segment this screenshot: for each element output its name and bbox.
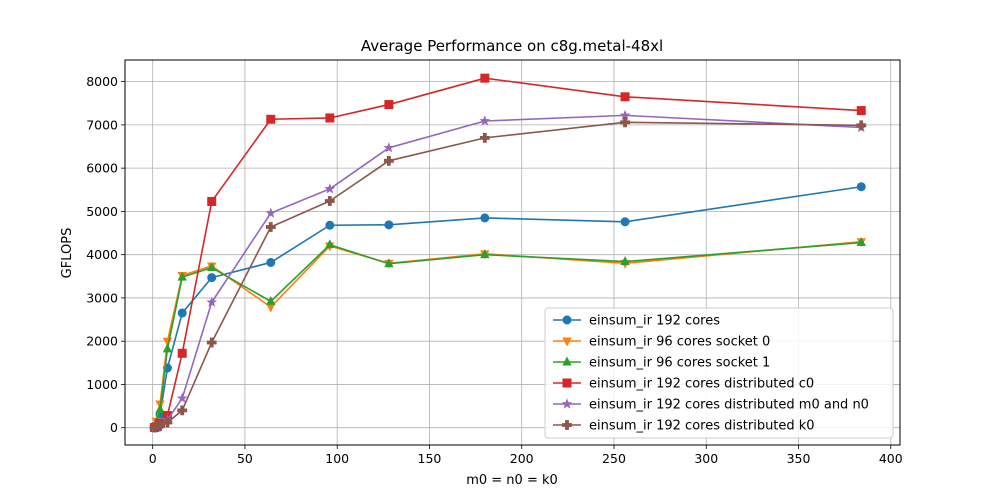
data-point-marker: [383, 142, 395, 153]
data-point-marker: [266, 114, 276, 124]
x-tick-label: 350: [787, 451, 811, 466]
plot-frame: [124, 59, 901, 446]
y-tick-label: 3000: [86, 290, 118, 305]
data-point-marker: [384, 258, 394, 268]
data-point-marker: [266, 257, 276, 267]
data-point-marker: [620, 217, 630, 227]
legend-item: einsum_ir 192 cores distributed m0 and n…: [553, 398, 869, 413]
y-tick-label: 7000: [86, 117, 118, 132]
data-point-marker: [324, 196, 335, 206]
data-point-marker: [856, 182, 866, 192]
data-point-marker: [479, 115, 491, 126]
x-tick-label: 150: [418, 451, 442, 466]
data-point-marker: [480, 213, 490, 223]
y-tick-label: 8000: [86, 74, 118, 89]
y-axis-label: GFLOPS: [60, 228, 75, 279]
data-point-marker: [480, 73, 490, 83]
data-point-marker: [324, 183, 336, 194]
data-point-marker: [479, 132, 490, 143]
y-tick-label: 4000: [86, 247, 118, 262]
data-point-marker: [620, 117, 630, 128]
data-point-marker: [177, 348, 187, 358]
data-point-marker: [561, 398, 573, 409]
legend-item: einsum_ir 192 cores distributed k0: [553, 419, 815, 434]
data-point-marker: [562, 315, 572, 325]
axis-ticks: 0 50 100 150 200 250 300 350 4000100020003000400…: [86, 74, 903, 466]
data-point-marker: [162, 417, 173, 428]
x-tick-label: 100: [325, 451, 349, 466]
data-point-marker: [265, 207, 277, 218]
legend-label: einsum_ir 192 cores: [589, 314, 720, 329]
data-point-marker: [207, 273, 217, 283]
series-layer: [149, 73, 867, 433]
data-point-marker: [177, 308, 187, 318]
data-point-marker: [206, 296, 218, 307]
data-point-marker: [856, 120, 867, 131]
y-tick-label: 6000: [86, 161, 118, 176]
y-tick-label: 2000: [86, 334, 118, 349]
data-point-marker: [155, 421, 165, 431]
data-point-marker: [856, 106, 866, 116]
data-point-marker: [325, 113, 335, 123]
x-tick-label: 0: [149, 451, 157, 466]
legend-item: einsum_ir 96 cores socket 1: [553, 356, 770, 371]
data-point-marker: [480, 249, 490, 259]
data-point-marker: [265, 222, 276, 232]
legend-label: einsum_ir 192 cores distributed m0 and n…: [589, 398, 869, 413]
legend-item: einsum_ir 192 cores: [553, 314, 720, 329]
data-point-marker: [562, 378, 572, 388]
legend-box: [544, 307, 894, 439]
legend-item: einsum_ir 96 cores socket 0: [553, 335, 770, 350]
y-tick-label: 5000: [86, 204, 118, 219]
x-tick-label: 300: [694, 451, 718, 466]
data-point-marker: [207, 196, 217, 206]
data-point-marker: [176, 392, 188, 403]
data-point-marker: [325, 220, 335, 230]
data-point-marker: [620, 92, 630, 102]
data-point-marker: [155, 404, 165, 413]
data-point-marker: [383, 155, 394, 166]
data-point-marker: [162, 343, 173, 353]
legend: einsum_ir 192 cores einsum_ir 96 cores so…: [544, 307, 894, 439]
legend-label: einsum_ir 192 cores distributed c0: [589, 377, 814, 392]
x-tick-label: 50: [237, 451, 253, 466]
data-point-marker: [266, 303, 276, 313]
data-point-marker: [562, 356, 572, 366]
data-point-marker: [562, 420, 572, 430]
legend-item: einsum_ir 192 cores distributed c0: [553, 377, 814, 392]
x-axis-label: m0 = n0 = k0: [466, 473, 558, 488]
data-point-marker: [177, 405, 188, 416]
y-tick-label: 1000: [86, 377, 118, 392]
data-point-marker: [206, 337, 217, 348]
x-tick-label: 400: [879, 451, 903, 466]
data-point-marker: [266, 295, 276, 305]
chart-title: Average Performance on c8g.metal-48xl: [361, 37, 663, 55]
data-point-marker: [207, 262, 217, 272]
data-point-marker: [325, 239, 335, 249]
data-point-marker: [562, 337, 572, 347]
data-point-marker: [384, 220, 394, 230]
legend-label: einsum_ir 192 cores distributed k0: [589, 419, 815, 434]
data-point-marker: [177, 271, 187, 281]
legend-label: einsum_ir 96 cores socket 1: [589, 356, 770, 371]
x-tick-label: 200: [510, 451, 534, 466]
data-point-marker: [384, 100, 394, 110]
data-point-marker: [856, 237, 866, 247]
x-tick-label: 250: [602, 451, 626, 466]
data-point-marker: [619, 109, 631, 120]
data-point-marker: [620, 256, 630, 266]
legend-label: einsum_ir 96 cores socket 0: [589, 335, 770, 350]
series-6: [149, 117, 867, 433]
y-tick-label: 0: [110, 420, 118, 435]
